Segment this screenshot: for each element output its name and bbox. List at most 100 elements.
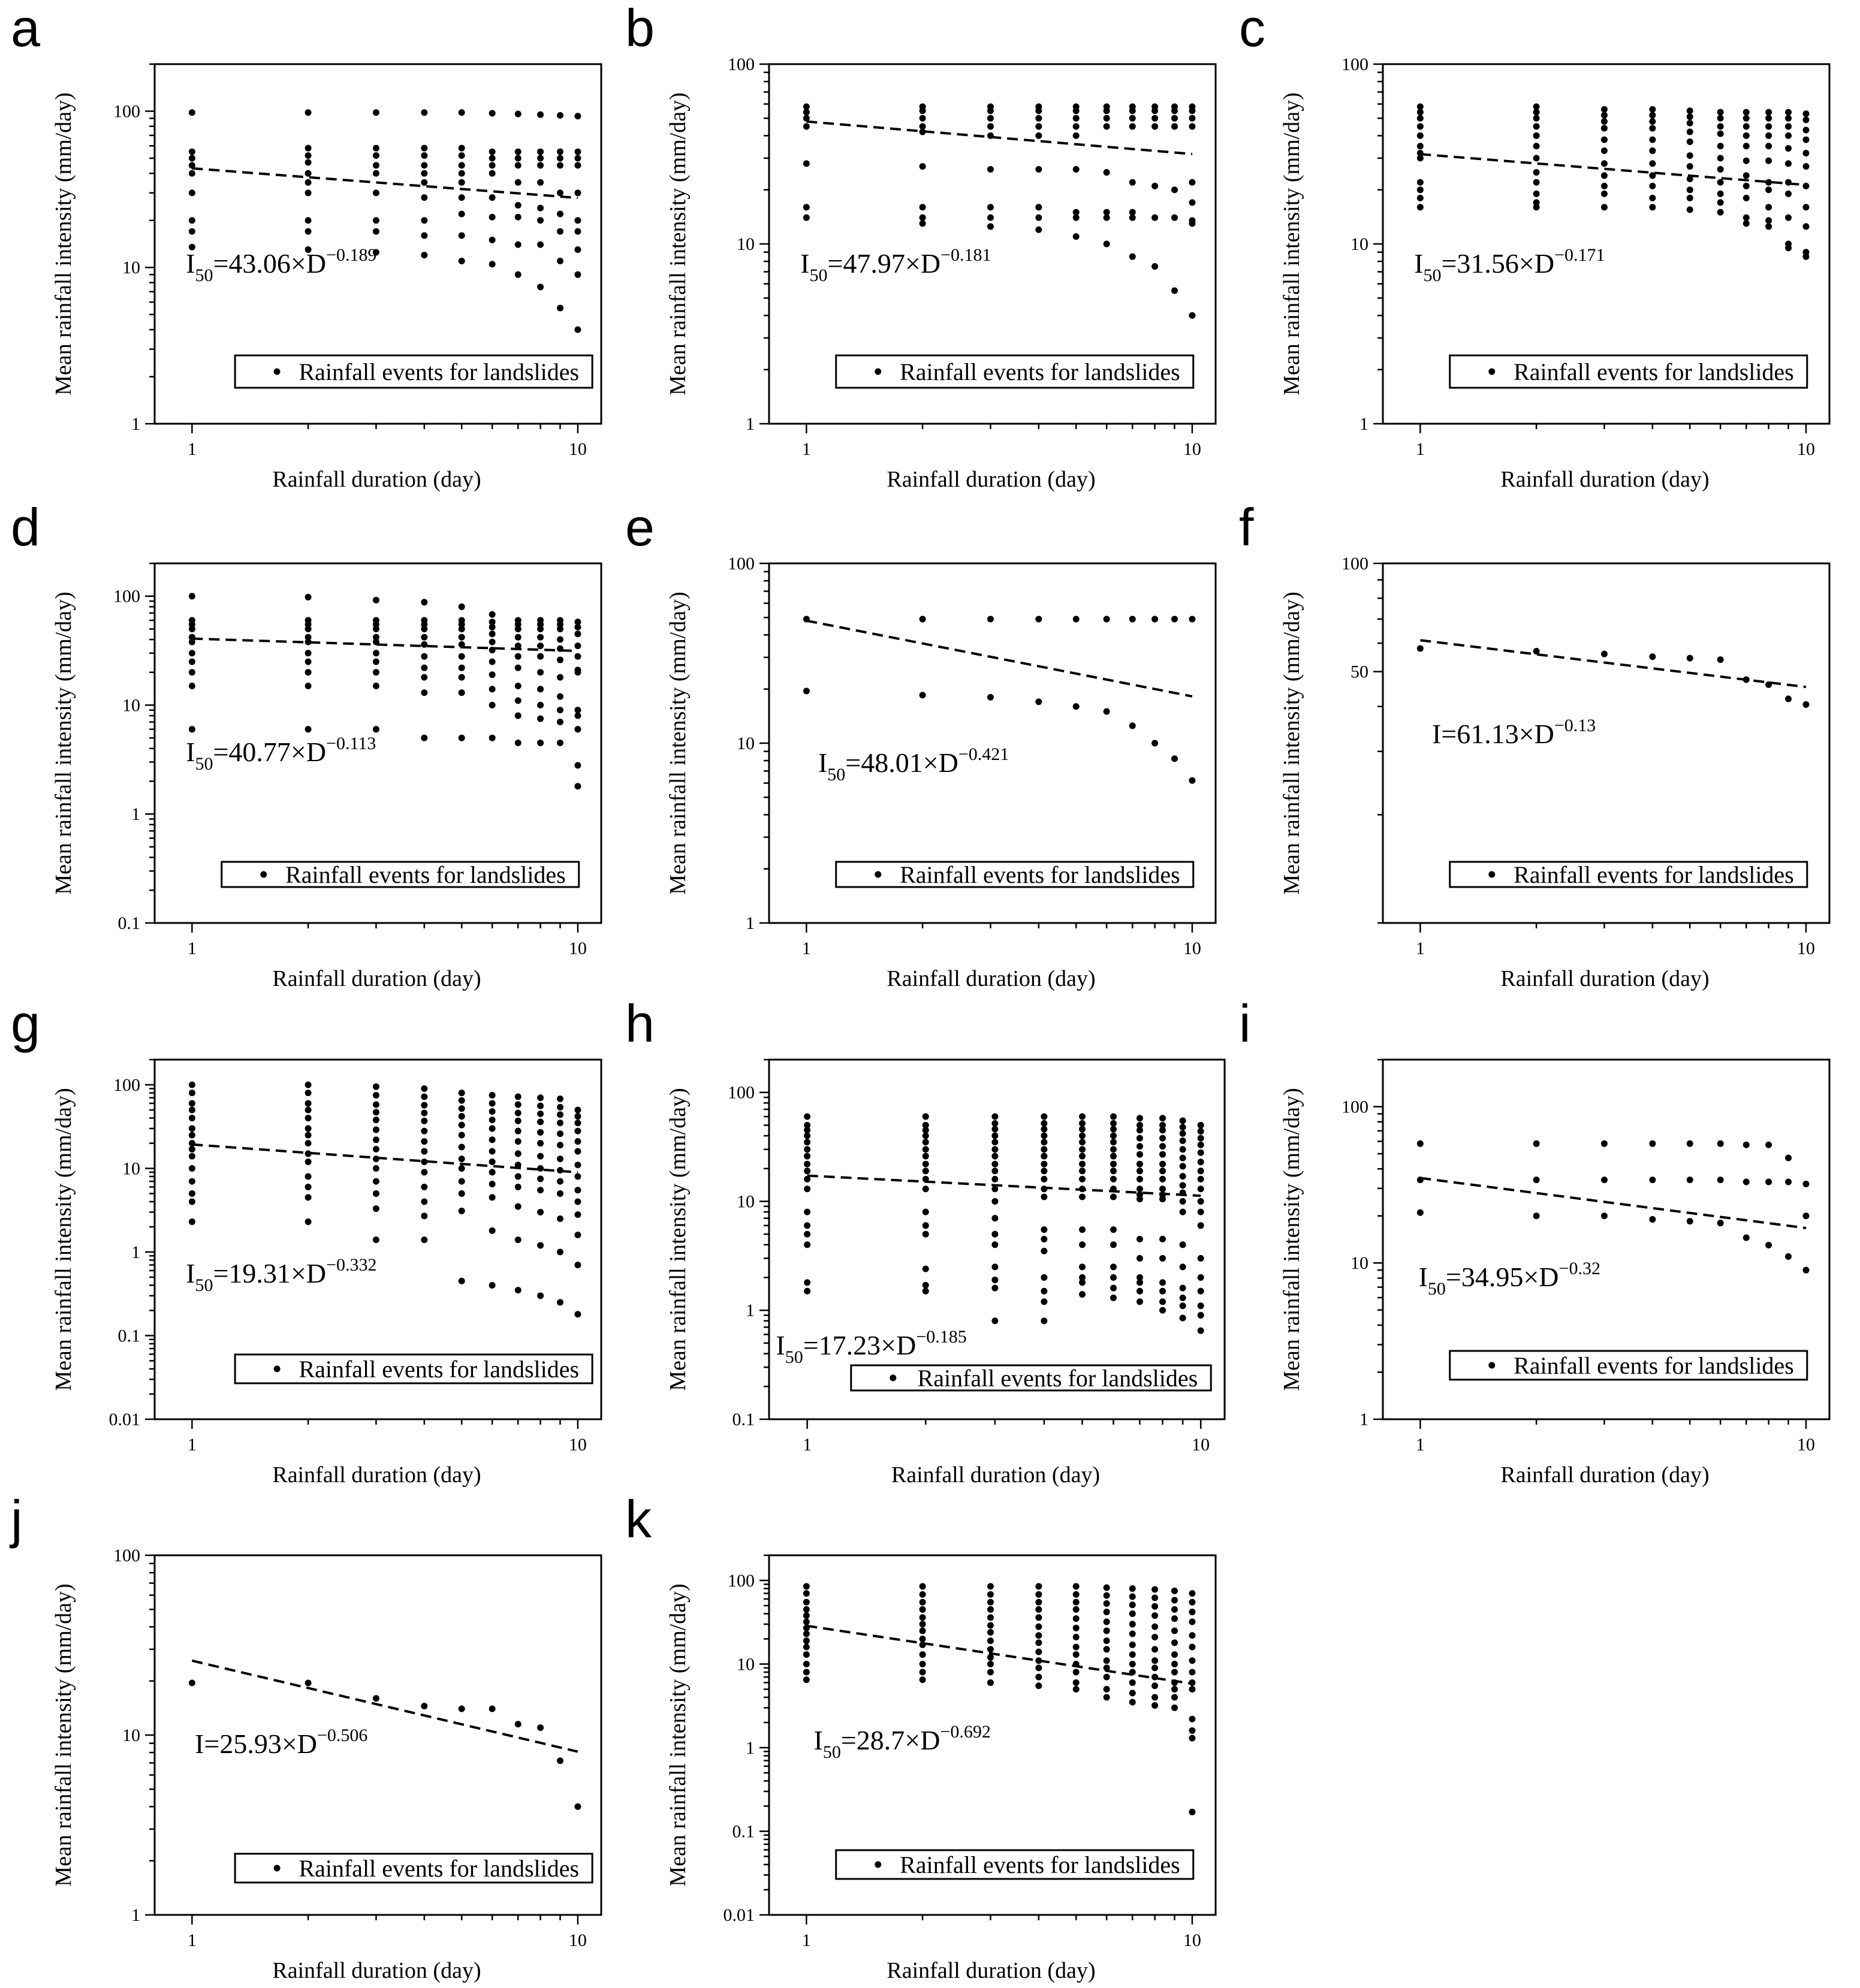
data-point (919, 1669, 926, 1676)
data-point (804, 1279, 811, 1286)
eq-subscript: 50 (809, 266, 827, 285)
data-point (1103, 1609, 1110, 1616)
data-point (804, 1127, 811, 1134)
data-point (458, 633, 465, 641)
data-point (1649, 194, 1656, 201)
data-point (1802, 136, 1810, 143)
data-point (537, 1102, 544, 1109)
x-axis-title: Rainfall duration (day) (272, 1462, 481, 1488)
data-point (1802, 204, 1810, 211)
panel-f: f 1 10 50 100 Rainfall duration (day) Mean rai… (1239, 497, 1831, 991)
data-point (1600, 147, 1608, 154)
data-point (1600, 160, 1608, 167)
data-point (372, 1205, 379, 1212)
data-point (1129, 1585, 1136, 1592)
data-point (489, 1169, 496, 1176)
eq-prefix: I (800, 248, 809, 279)
data-point (1717, 1220, 1724, 1227)
data-point (1686, 1218, 1693, 1225)
data-point (1103, 708, 1110, 715)
data-point (1110, 1113, 1117, 1120)
data-point (1784, 1178, 1792, 1185)
data-point (804, 1139, 811, 1146)
data-point (458, 664, 465, 671)
x-tick-label: 10 (1183, 439, 1201, 459)
data-point (489, 671, 496, 678)
data-point (489, 631, 496, 638)
y-axis-title: Mean rainfall intensity (mm/day) (665, 92, 691, 395)
data-point (1189, 1727, 1196, 1734)
data-point (987, 1660, 994, 1667)
y-tick-label: 10 (122, 1725, 140, 1745)
data-point (305, 179, 312, 186)
fit-equation: I50=31.56×D−0.171 (1414, 245, 1605, 285)
x-axis-title: Rainfall duration (day) (891, 1462, 1100, 1488)
data-point (1416, 108, 1424, 116)
legend-box (850, 1364, 1212, 1392)
legend-box (1449, 861, 1808, 888)
data-point (1079, 1193, 1086, 1200)
data-point (574, 1148, 581, 1155)
data-point (188, 682, 195, 689)
data-point (514, 1721, 521, 1728)
data-point (489, 1091, 496, 1099)
data-point (1072, 1679, 1080, 1686)
data-point (987, 1598, 994, 1606)
data-point (489, 194, 496, 201)
data-point (1802, 701, 1810, 708)
data-point (188, 1190, 195, 1197)
data-point (1416, 1140, 1424, 1147)
data-point (1765, 143, 1772, 150)
data-point (372, 1091, 379, 1099)
data-point (991, 1317, 999, 1325)
data-point (537, 1140, 544, 1147)
data-point (987, 114, 994, 122)
legend-box (835, 1849, 1195, 1880)
data-point (803, 204, 810, 211)
data-point (1649, 1140, 1656, 1147)
data-point (1197, 1135, 1204, 1142)
data-point (804, 1113, 811, 1120)
data-point (1079, 1168, 1086, 1175)
data-point (458, 232, 465, 239)
panel-g: g 1 10 0.01 0.1 1 10 100 Rainfall duration (day)… (11, 994, 602, 1488)
data-point (574, 1211, 581, 1218)
fit-line (1420, 153, 1807, 186)
data-point (1179, 1295, 1186, 1302)
data-point (537, 241, 544, 248)
data-point (1171, 616, 1178, 623)
data-point (1072, 214, 1080, 221)
data-point (1686, 186, 1693, 194)
data-point (1103, 1618, 1110, 1625)
data-point (1136, 1121, 1143, 1129)
panel-d: d 1 10 0.1 1 10 100 Rainfall duration (day) Mean… (11, 497, 602, 991)
data-point (1079, 1153, 1086, 1160)
data-point (991, 1277, 999, 1284)
data-point (1129, 1593, 1136, 1600)
y-tick-label: 1 (1359, 414, 1368, 434)
data-point (188, 162, 195, 169)
x-tick-label: 10 (1192, 1435, 1210, 1455)
data-point (489, 155, 496, 162)
data-point (1765, 179, 1772, 186)
data-point (421, 252, 428, 259)
fit-line (1420, 639, 1807, 689)
data-point (556, 719, 563, 726)
data-point (514, 625, 521, 632)
data-point (1765, 114, 1772, 122)
data-point (514, 213, 521, 221)
data-point (1129, 616, 1136, 623)
x-tick-label: 1 (803, 1435, 812, 1455)
data-point (1079, 1113, 1086, 1120)
data-point (987, 1606, 994, 1613)
data-point (574, 783, 581, 790)
data-point (489, 686, 496, 693)
data-point (188, 1090, 195, 1097)
x-axis-title: Rainfall duration (day) (272, 1958, 481, 1983)
data-point (1600, 1176, 1608, 1184)
data-point (1600, 1140, 1608, 1147)
data-point (1189, 220, 1196, 227)
plot-frame (768, 1554, 1217, 1916)
data-point (987, 123, 994, 130)
data-point (489, 658, 496, 665)
